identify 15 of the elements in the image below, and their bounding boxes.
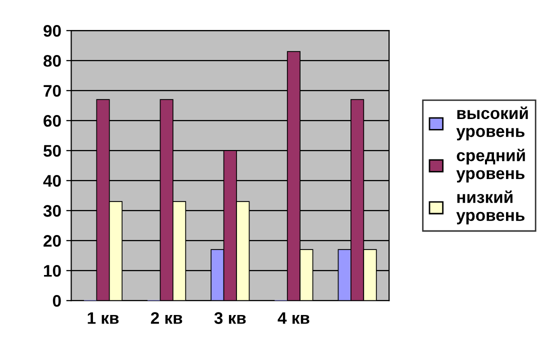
y-tick-label: 30 [43, 205, 61, 217]
y-tick-label: 10 [44, 265, 61, 277]
y-tick-label: 80 [44, 55, 61, 67]
y-tick-label: 0 [52, 295, 61, 307]
x-tick-label: 2 кв [150, 312, 182, 324]
x-tick-label: 1 кв [88, 312, 119, 324]
x-tick-label: 3 кв [214, 312, 246, 324]
y-tick-label: 40 [43, 175, 61, 187]
y-tick-label: 20 [44, 235, 61, 247]
y-tick-label: 60 [44, 115, 61, 127]
y-tick-label: 70 [44, 85, 61, 97]
x-tick-label: 4 кв [278, 312, 310, 324]
legend-label: низкий уровень [456, 190, 524, 224]
y-tick-label: 90 [44, 25, 61, 37]
y-tick-label: 50 [43, 145, 61, 157]
